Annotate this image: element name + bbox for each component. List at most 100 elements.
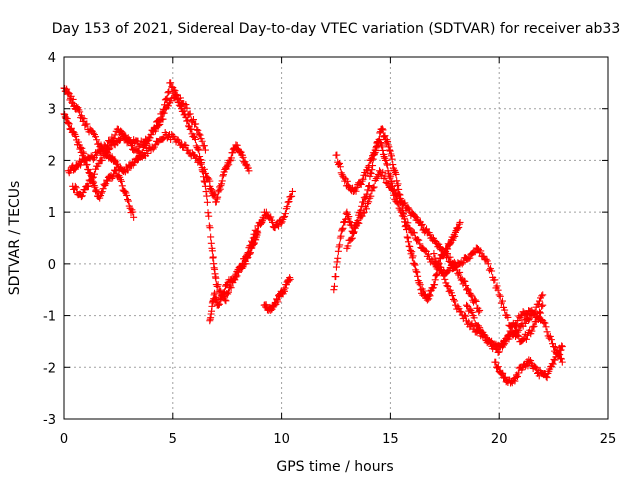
data-point — [377, 141, 385, 149]
data-point — [549, 360, 557, 368]
data-point — [525, 316, 533, 324]
x-tick-label: 5 — [169, 432, 177, 447]
data-point — [414, 272, 422, 280]
data-point — [186, 110, 194, 118]
data-point — [534, 300, 542, 308]
data-point — [379, 168, 387, 176]
y-axis-label: SDTVAR / TECUs — [7, 181, 23, 296]
data-point — [208, 247, 216, 255]
data-point — [413, 268, 421, 276]
data-point — [76, 108, 84, 116]
data-point — [411, 261, 419, 269]
data-point — [332, 273, 340, 281]
data-point — [233, 268, 241, 276]
data-point — [192, 142, 200, 150]
data-point — [332, 263, 340, 271]
data-point — [418, 220, 426, 228]
data-point — [201, 169, 209, 177]
data-point — [70, 129, 78, 137]
data-point — [98, 156, 106, 164]
data-point — [245, 167, 253, 175]
data-point — [80, 115, 88, 123]
data-point — [429, 284, 437, 292]
data-point — [423, 225, 431, 233]
data-point — [430, 250, 438, 258]
data-point — [484, 260, 492, 268]
data-point — [227, 284, 235, 292]
data-point — [124, 196, 132, 204]
data-point — [233, 141, 241, 149]
data-point — [539, 301, 547, 309]
data-point — [338, 225, 346, 233]
series-track-12 — [491, 342, 566, 387]
data-point — [537, 309, 545, 317]
data-point — [70, 166, 78, 174]
data-point — [388, 155, 396, 163]
data-point — [267, 306, 275, 314]
data-point — [170, 86, 178, 94]
data-point — [417, 221, 425, 229]
data-point — [192, 120, 200, 128]
data-point — [117, 176, 125, 184]
data-point — [483, 257, 491, 265]
data-point — [162, 95, 170, 103]
data-point — [424, 250, 432, 258]
data-point — [190, 132, 198, 140]
data-point — [457, 308, 465, 316]
data-point — [206, 185, 214, 193]
data-point — [206, 224, 214, 232]
data-point — [343, 177, 351, 185]
data-point — [333, 258, 341, 266]
data-point — [414, 235, 422, 243]
data-point — [348, 234, 356, 242]
data-point — [88, 174, 96, 182]
data-point — [460, 311, 468, 319]
data-point — [92, 133, 100, 141]
data-point — [368, 155, 376, 163]
data-point — [218, 177, 226, 185]
data-point — [235, 268, 243, 276]
data-point — [426, 231, 434, 239]
y-tick-label: -2 — [43, 361, 56, 376]
data-point — [208, 186, 216, 194]
data-point — [455, 223, 463, 231]
data-point — [195, 146, 203, 154]
data-point — [104, 149, 112, 157]
data-point — [409, 252, 417, 260]
data-point — [67, 124, 75, 132]
data-point — [471, 296, 479, 304]
data-point — [444, 254, 452, 262]
data-point — [389, 186, 397, 194]
data-point — [391, 167, 399, 175]
data-point — [393, 198, 401, 206]
data-point — [495, 291, 503, 299]
data-point — [119, 131, 127, 139]
data-point — [405, 224, 413, 232]
data-point — [456, 307, 464, 315]
data-point — [387, 152, 395, 160]
data-point — [530, 322, 538, 330]
data-point — [156, 120, 164, 128]
data-point — [416, 240, 424, 248]
data-point — [100, 180, 108, 188]
data-point — [477, 247, 485, 255]
data-point — [84, 182, 92, 190]
y-tick-label: 0 — [48, 258, 56, 273]
data-point — [546, 332, 554, 340]
data-point — [384, 167, 392, 175]
data-point — [381, 172, 389, 180]
data-point — [404, 204, 412, 212]
y-tick-label: 2 — [48, 154, 56, 169]
data-point — [384, 138, 392, 146]
data-point — [230, 275, 238, 283]
data-point — [529, 323, 537, 331]
data-point — [354, 218, 362, 226]
data-point — [219, 172, 227, 180]
series-track-3 — [64, 89, 209, 177]
data-point — [376, 167, 384, 175]
data-point — [492, 358, 500, 366]
x-axis-label: GPS time / hours — [276, 459, 393, 475]
data-point — [378, 125, 386, 133]
data-point — [385, 143, 393, 151]
data-point — [193, 126, 201, 134]
